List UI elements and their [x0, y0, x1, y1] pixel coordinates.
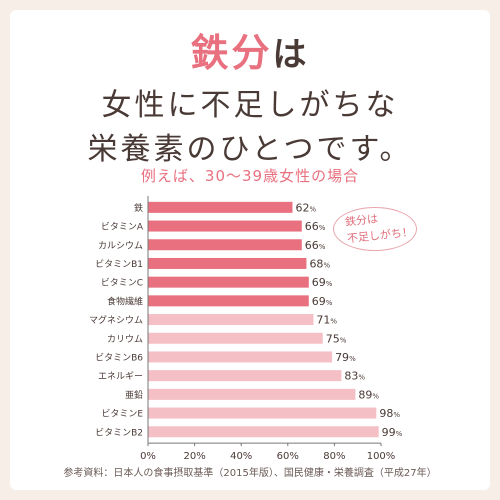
value-label: 66%: [305, 220, 326, 233]
headline-line1: 鉄分は: [0, 22, 500, 77]
bar: [148, 351, 333, 363]
category-label: ビタミンB2: [95, 427, 143, 438]
category-label: ビタミンA: [101, 222, 144, 233]
category-label: カルシウム: [98, 240, 143, 251]
headline-line2: 女性に不足しがちな: [101, 88, 399, 123]
bar: [148, 332, 323, 344]
value-label: 62%: [295, 201, 316, 214]
value-label: 98%: [379, 407, 400, 420]
bar: [148, 239, 302, 251]
bar: [148, 295, 309, 307]
category-label: ビタミンB6: [95, 352, 143, 363]
callout-circle: [333, 207, 417, 251]
chart-subtitle: 例えば、30～39歳女性の場合: [140, 167, 360, 185]
value-label: 83%: [344, 370, 365, 383]
x-tick-label: 60%: [277, 451, 299, 462]
category-label: 鉄: [134, 202, 143, 214]
category-label: ビタミンE: [101, 409, 143, 420]
value-label: 79%: [335, 351, 356, 364]
x-tick-label: 40%: [230, 451, 252, 462]
x-tick-label: 100%: [367, 451, 396, 462]
value-label: 66%: [305, 239, 326, 252]
category-label: 食物繊維: [107, 295, 143, 307]
bar: [148, 388, 356, 400]
bar: [148, 257, 307, 269]
category-label: 亜鉛: [125, 389, 143, 401]
bar: [148, 426, 379, 438]
value-label: 75%: [326, 332, 347, 345]
headline-accent: 鉄分: [190, 31, 273, 75]
value-label: 89%: [358, 388, 379, 401]
category-label: ビタミンB1: [95, 259, 143, 270]
bar: [148, 220, 302, 232]
x-tick-label: 0%: [140, 451, 156, 462]
value-label: 69%: [312, 276, 333, 289]
headline-line3: 栄養素のひとつです。: [87, 132, 413, 167]
category-label: カリウム: [107, 334, 143, 345]
headline-line1-rest: は: [272, 35, 310, 75]
bar: [148, 201, 293, 213]
value-label: 68%: [309, 257, 330, 270]
category-label: エネルギー: [98, 371, 143, 382]
source-note: 参考資料：日本人の食事摂取基準（2015年版）、国民健康・栄養調査（平成27年）: [63, 468, 437, 479]
bar: [148, 407, 377, 419]
category-label: ビタミンC: [101, 278, 143, 289]
bar: [148, 370, 342, 382]
callout-note: 鉄分は 不足しがち！: [333, 207, 417, 251]
bar: [148, 314, 314, 326]
x-tick-label: 80%: [323, 451, 345, 462]
bar: [148, 276, 309, 288]
value-label: 69%: [312, 295, 333, 308]
value-label: 99%: [382, 426, 403, 439]
category-label: マグネシウム: [89, 314, 143, 326]
value-label: 71%: [316, 314, 337, 327]
x-tick-label: 20%: [183, 451, 205, 462]
